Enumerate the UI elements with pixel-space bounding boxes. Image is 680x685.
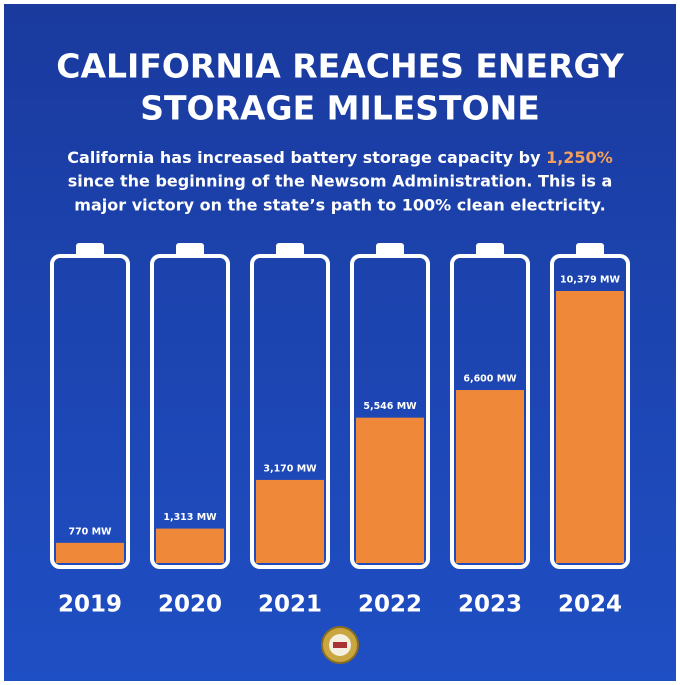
bar — [456, 390, 524, 563]
value-label: 1,313 MW — [163, 512, 217, 523]
battery-outline — [50, 254, 130, 569]
subtitle-text: California has increased battery storage… — [67, 148, 541, 167]
subtitle-line: major victory on the state’s path to 100… — [74, 196, 605, 215]
battery-outline — [250, 254, 330, 569]
bar — [356, 417, 424, 563]
x-tick-label: 2023 — [458, 592, 522, 618]
x-tick-label: 2021 — [258, 592, 322, 618]
value-label: 770 MW — [68, 526, 112, 537]
subtitle-line: California has increased battery storage… — [67, 148, 612, 167]
value-label: 6,600 MW — [463, 374, 517, 385]
subtitle-highlight: 1,250% — [546, 148, 613, 167]
battery-outline — [450, 254, 530, 569]
x-tick-label: 2022 — [358, 592, 422, 618]
x-tick-label: 2020 — [158, 592, 222, 618]
title-line: CALIFORNIA REACHES ENERGY — [56, 47, 625, 86]
value-label: 5,546 MW — [363, 401, 417, 412]
subtitle-line: since the beginning of the Newsom Admini… — [68, 172, 613, 191]
bar — [256, 479, 324, 563]
bar — [156, 528, 224, 563]
value-label: 3,170 MW — [263, 463, 317, 474]
battery-outline — [350, 254, 430, 569]
battery-outline — [550, 254, 630, 569]
seal — [321, 626, 359, 664]
x-tick-label: 2024 — [558, 592, 622, 618]
bar — [556, 291, 624, 563]
battery-outline — [150, 254, 230, 569]
bar — [56, 542, 124, 563]
x-tick-label: 2019 — [58, 592, 122, 618]
value-label: 10,379 MW — [560, 275, 620, 286]
title-line: STORAGE MILESTONE — [140, 89, 540, 128]
